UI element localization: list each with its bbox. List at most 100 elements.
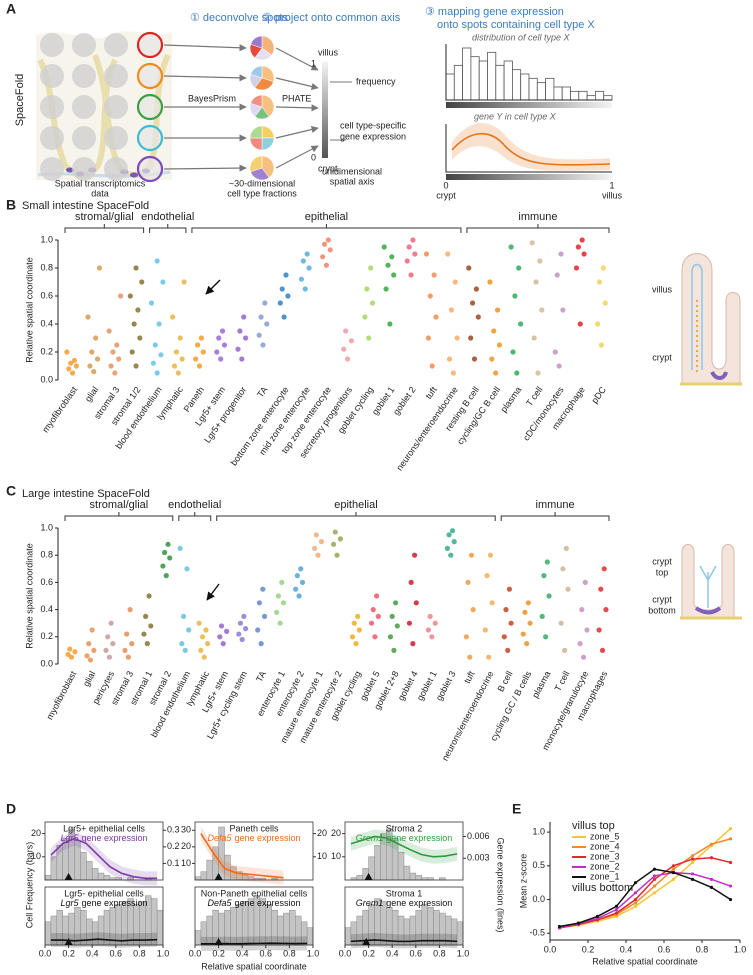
category-label: glial (83, 385, 100, 404)
cell-dot (561, 647, 568, 654)
cell-dot (410, 641, 416, 647)
cell-dot (141, 631, 147, 637)
cell-dot (220, 641, 226, 647)
zone-point (671, 864, 676, 868)
cell-dot (275, 593, 281, 599)
cell-dot (330, 541, 337, 547)
x-end-label: villus (602, 190, 623, 200)
cell-dot (89, 627, 95, 633)
cell-dot (239, 356, 245, 362)
cell-dot (560, 566, 566, 572)
cell-dot (503, 607, 509, 613)
expression-line (50, 837, 158, 880)
cell-dot (274, 609, 280, 615)
cell-dot (216, 335, 222, 341)
cell-dot (321, 241, 328, 247)
group-label: endothelial (168, 499, 221, 511)
frequency-label: frequency (356, 76, 396, 86)
zone-point (728, 884, 733, 888)
cell-dot (173, 349, 180, 355)
pie-slice (261, 35, 275, 56)
hist-illustration (445, 47, 613, 101)
cell-dot (279, 286, 285, 292)
y-tick-label: 1.0 (40, 522, 53, 532)
cell-dot (64, 349, 70, 355)
x-tick-label: 0.4 (86, 948, 99, 958)
y-axis-label: Cell Frequency (bars) (24, 842, 34, 929)
cell-dot (180, 613, 187, 620)
cell-dot (406, 620, 413, 626)
cell-dot (135, 307, 141, 313)
cell-dot (406, 244, 412, 250)
cell-dot (372, 634, 378, 640)
cell-dot (182, 647, 188, 654)
cell-dot (489, 356, 495, 362)
cell-dot (546, 593, 552, 599)
hist-bar (462, 47, 472, 101)
vessel (699, 565, 717, 608)
cell-dot (506, 586, 512, 592)
cell-dot (146, 593, 152, 599)
y-tick-label: 10 (31, 851, 41, 861)
cell-dot (425, 335, 431, 341)
zone-point (728, 897, 733, 902)
category-label: myofibroblast (44, 669, 78, 721)
cell-dot (148, 300, 155, 306)
cell-dot (432, 620, 438, 626)
group-bracket (500, 512, 610, 521)
cell-dot (162, 549, 168, 556)
cell-dot (105, 634, 111, 640)
panel-title: Large intestine SpaceFold (22, 488, 150, 500)
cell-dot (410, 237, 416, 243)
crypt-base (694, 606, 722, 615)
zone-point (728, 860, 733, 865)
method-label: PHATE (282, 93, 311, 103)
villus-shape (681, 253, 741, 385)
cell-dot (131, 321, 137, 327)
cell-dot (413, 600, 419, 606)
project-arrows (275, 47, 319, 169)
gradient-bar (446, 174, 612, 180)
cell-dot (262, 300, 268, 306)
cell-dot (482, 627, 488, 633)
legend-label: zone_2 (590, 861, 620, 871)
cell-dot (124, 631, 130, 637)
freq-bar (156, 909, 164, 946)
cell-dot (258, 641, 264, 647)
group-label: stromal/glial (90, 499, 149, 511)
cell-dot (465, 579, 471, 586)
y-axis-label: Relative spatial coordinate (24, 543, 34, 649)
cell-dot (158, 352, 164, 358)
curve-title: gene Y in cell type X (474, 111, 557, 121)
cell-dot (468, 552, 475, 558)
cell-dot (177, 335, 183, 341)
cell-dot (312, 545, 318, 552)
step-label: onto spots containing cell type X (437, 19, 595, 31)
cell-dot (129, 641, 135, 647)
step-label: ① deconvolve spots (190, 12, 288, 24)
cell-dot (160, 279, 166, 285)
cell-dot (446, 532, 452, 538)
cell-dot (261, 613, 268, 620)
cell-dot (411, 552, 418, 558)
highlighted-spots (136, 31, 164, 183)
cell-dot (239, 636, 245, 643)
cell-dot (580, 654, 587, 660)
cell-dot (541, 573, 547, 579)
cell-dot (256, 600, 263, 606)
legend-title: villus bottom (572, 882, 633, 894)
plot-frame (44, 886, 164, 946)
cells-title: Lgr5+ epithelial cells (63, 823, 145, 833)
cell-dot (110, 641, 116, 647)
cells-title: Non-Paneth epithelial cells (201, 888, 308, 898)
cell-dot (96, 265, 103, 271)
hist-bar (470, 56, 480, 101)
cell-dot (86, 641, 92, 647)
cell-dot (556, 363, 562, 369)
cell-dot (304, 251, 310, 257)
y-tick-label: 20 (31, 828, 41, 838)
panel-label: C (6, 483, 16, 499)
x-end-label: crypt (436, 190, 456, 200)
panel-label: A (6, 1, 16, 17)
freq-bar (374, 844, 381, 881)
